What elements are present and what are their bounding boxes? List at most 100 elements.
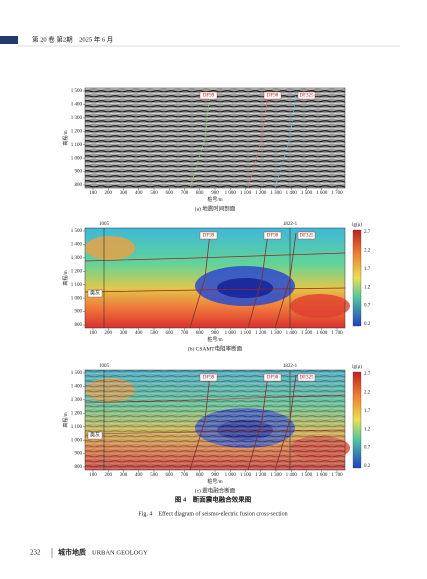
colorbar-tick: 2.7 xyxy=(364,230,371,235)
x-tick-label: 300 xyxy=(120,331,128,336)
fault-line xyxy=(189,374,211,471)
fault-label: DF325 xyxy=(300,94,314,99)
x-tick-label: 1 500 xyxy=(301,331,313,336)
x-tick-label: 800 xyxy=(196,331,204,336)
colorbar-tick: 0.2 xyxy=(364,464,371,469)
x-tick-label: 900 xyxy=(211,331,219,336)
fault-box xyxy=(263,91,282,100)
y-tick-label: 1 300 xyxy=(71,256,83,261)
x-tick-label: 600 xyxy=(166,473,174,478)
fault-line xyxy=(189,92,211,189)
x-tick-label: 1 200 xyxy=(255,473,267,478)
x-tick-label: 1 300 xyxy=(270,191,282,196)
x-tick-label: 1 600 xyxy=(316,473,328,478)
well-label: 1005 xyxy=(99,222,110,227)
colorbar xyxy=(352,371,362,469)
x-tick-label: 1 100 xyxy=(240,191,252,196)
footer-journal: 城市地质 xyxy=(58,548,86,557)
colorbar-tick: 2.2 xyxy=(364,249,371,254)
x-tick-label: 300 xyxy=(120,191,128,196)
fault-line xyxy=(189,232,211,329)
colorbar-tick: 2.7 xyxy=(364,372,371,377)
fault-line xyxy=(274,374,297,471)
y-tick-label: 1 200 xyxy=(71,411,83,416)
y-tick-label: 800 xyxy=(75,323,83,328)
x-tick-label: 1 700 xyxy=(331,473,343,478)
fault-label: DF99 xyxy=(203,234,215,239)
x-tick-label: 1 200 xyxy=(255,191,267,196)
horizon xyxy=(84,252,346,262)
x-tick-label: 100 xyxy=(89,473,97,478)
x-tick-label: 700 xyxy=(181,331,189,336)
fault-line xyxy=(247,232,269,329)
x-tick-label: 1 300 xyxy=(270,331,282,336)
x-tick-label: 300 xyxy=(120,473,128,478)
x-tick-label: 600 xyxy=(166,191,174,196)
colorbar xyxy=(352,229,362,327)
strata-label: 奥灰 xyxy=(90,290,100,297)
x-tick-label: 400 xyxy=(135,331,143,336)
colorbar-tick: 1.7 xyxy=(364,409,371,414)
y-tick-label: 1 500 xyxy=(71,371,83,376)
x-axis-label: 桩号/m xyxy=(207,478,222,485)
colorbar-tick: 1.2 xyxy=(364,427,371,432)
colorbar-tick: 0.7 xyxy=(364,446,371,451)
x-tick-label: 1 100 xyxy=(240,331,252,336)
fault-label: DF98 xyxy=(267,94,279,99)
y-axis-label: 高程/m xyxy=(62,130,69,145)
y-tick-label: 1 000 xyxy=(71,296,83,301)
x-axis-label: 桩号/m xyxy=(207,196,222,203)
y-tick-label: 900 xyxy=(75,452,83,457)
x-tick-label: 700 xyxy=(181,473,189,478)
x-tick-label: 1 300 xyxy=(270,473,282,478)
x-tick-label: 200 xyxy=(105,473,113,478)
fault-box xyxy=(263,231,282,240)
x-tick-label: 1 600 xyxy=(316,191,328,196)
colorbar-label: lg(ρ) xyxy=(352,365,362,370)
x-tick-label: 1 000 xyxy=(225,473,237,478)
y-tick-label: 900 xyxy=(75,170,83,175)
x-tick-label: 1 700 xyxy=(331,331,343,336)
y-tick-label: 1 400 xyxy=(71,385,83,390)
y-tick-label: 1 500 xyxy=(71,229,83,234)
fault-box xyxy=(297,91,316,100)
x-tick-label: 600 xyxy=(166,331,174,336)
fault-label: DF325 xyxy=(300,234,314,239)
y-axis-label: 高程/m xyxy=(62,270,69,285)
page-number: 232 xyxy=(30,549,41,557)
y-axis-label: 高程/m xyxy=(62,412,69,427)
x-tick-label: 200 xyxy=(105,331,113,336)
y-tick-label: 800 xyxy=(75,465,83,470)
y-tick-label: 1 200 xyxy=(71,269,83,274)
x-axis-label: 桩号/m xyxy=(207,336,222,343)
x-tick-label: 400 xyxy=(135,473,143,478)
figure-title-en: Fig. 4 Effect diagram of seismo-electric… xyxy=(138,510,287,517)
x-tick-label: 1 500 xyxy=(301,191,313,196)
x-tick-label: 1 000 xyxy=(225,191,237,196)
colorbar-tick: 0.2 xyxy=(364,322,371,327)
x-tick-label: 800 xyxy=(196,473,204,478)
panel-caption: (c) 震电融合断面 xyxy=(195,486,236,494)
x-tick-label: 500 xyxy=(150,191,158,196)
x-tick-label: 100 xyxy=(89,331,97,336)
x-tick-label: 1 500 xyxy=(301,473,313,478)
fault-label: DF98 xyxy=(267,234,279,239)
fault-label: DF325 xyxy=(300,376,314,381)
y-tick-label: 1 200 xyxy=(71,129,83,134)
x-tick-label: 1 600 xyxy=(316,331,328,336)
y-tick-label: 1 100 xyxy=(71,143,83,148)
strata-box xyxy=(87,289,103,298)
seismic-overlay xyxy=(85,370,345,470)
high-resistivity-zone xyxy=(290,294,350,318)
x-tick-label: 400 xyxy=(135,191,143,196)
y-tick-label: 900 xyxy=(75,310,83,315)
strata-box xyxy=(87,431,103,440)
x-tick-label: 900 xyxy=(211,191,219,196)
y-tick-label: 1 400 xyxy=(71,103,83,108)
well-label: 1822-1 xyxy=(283,364,298,369)
x-tick-label: 1 000 xyxy=(225,331,237,336)
colorbar-tick: 2.2 xyxy=(364,391,371,396)
footer-journal-en: URBAN GEOLOGY xyxy=(92,549,148,556)
colorbar-label: lg(ρ) xyxy=(352,223,362,228)
y-tick-label: 1 000 xyxy=(71,156,83,161)
